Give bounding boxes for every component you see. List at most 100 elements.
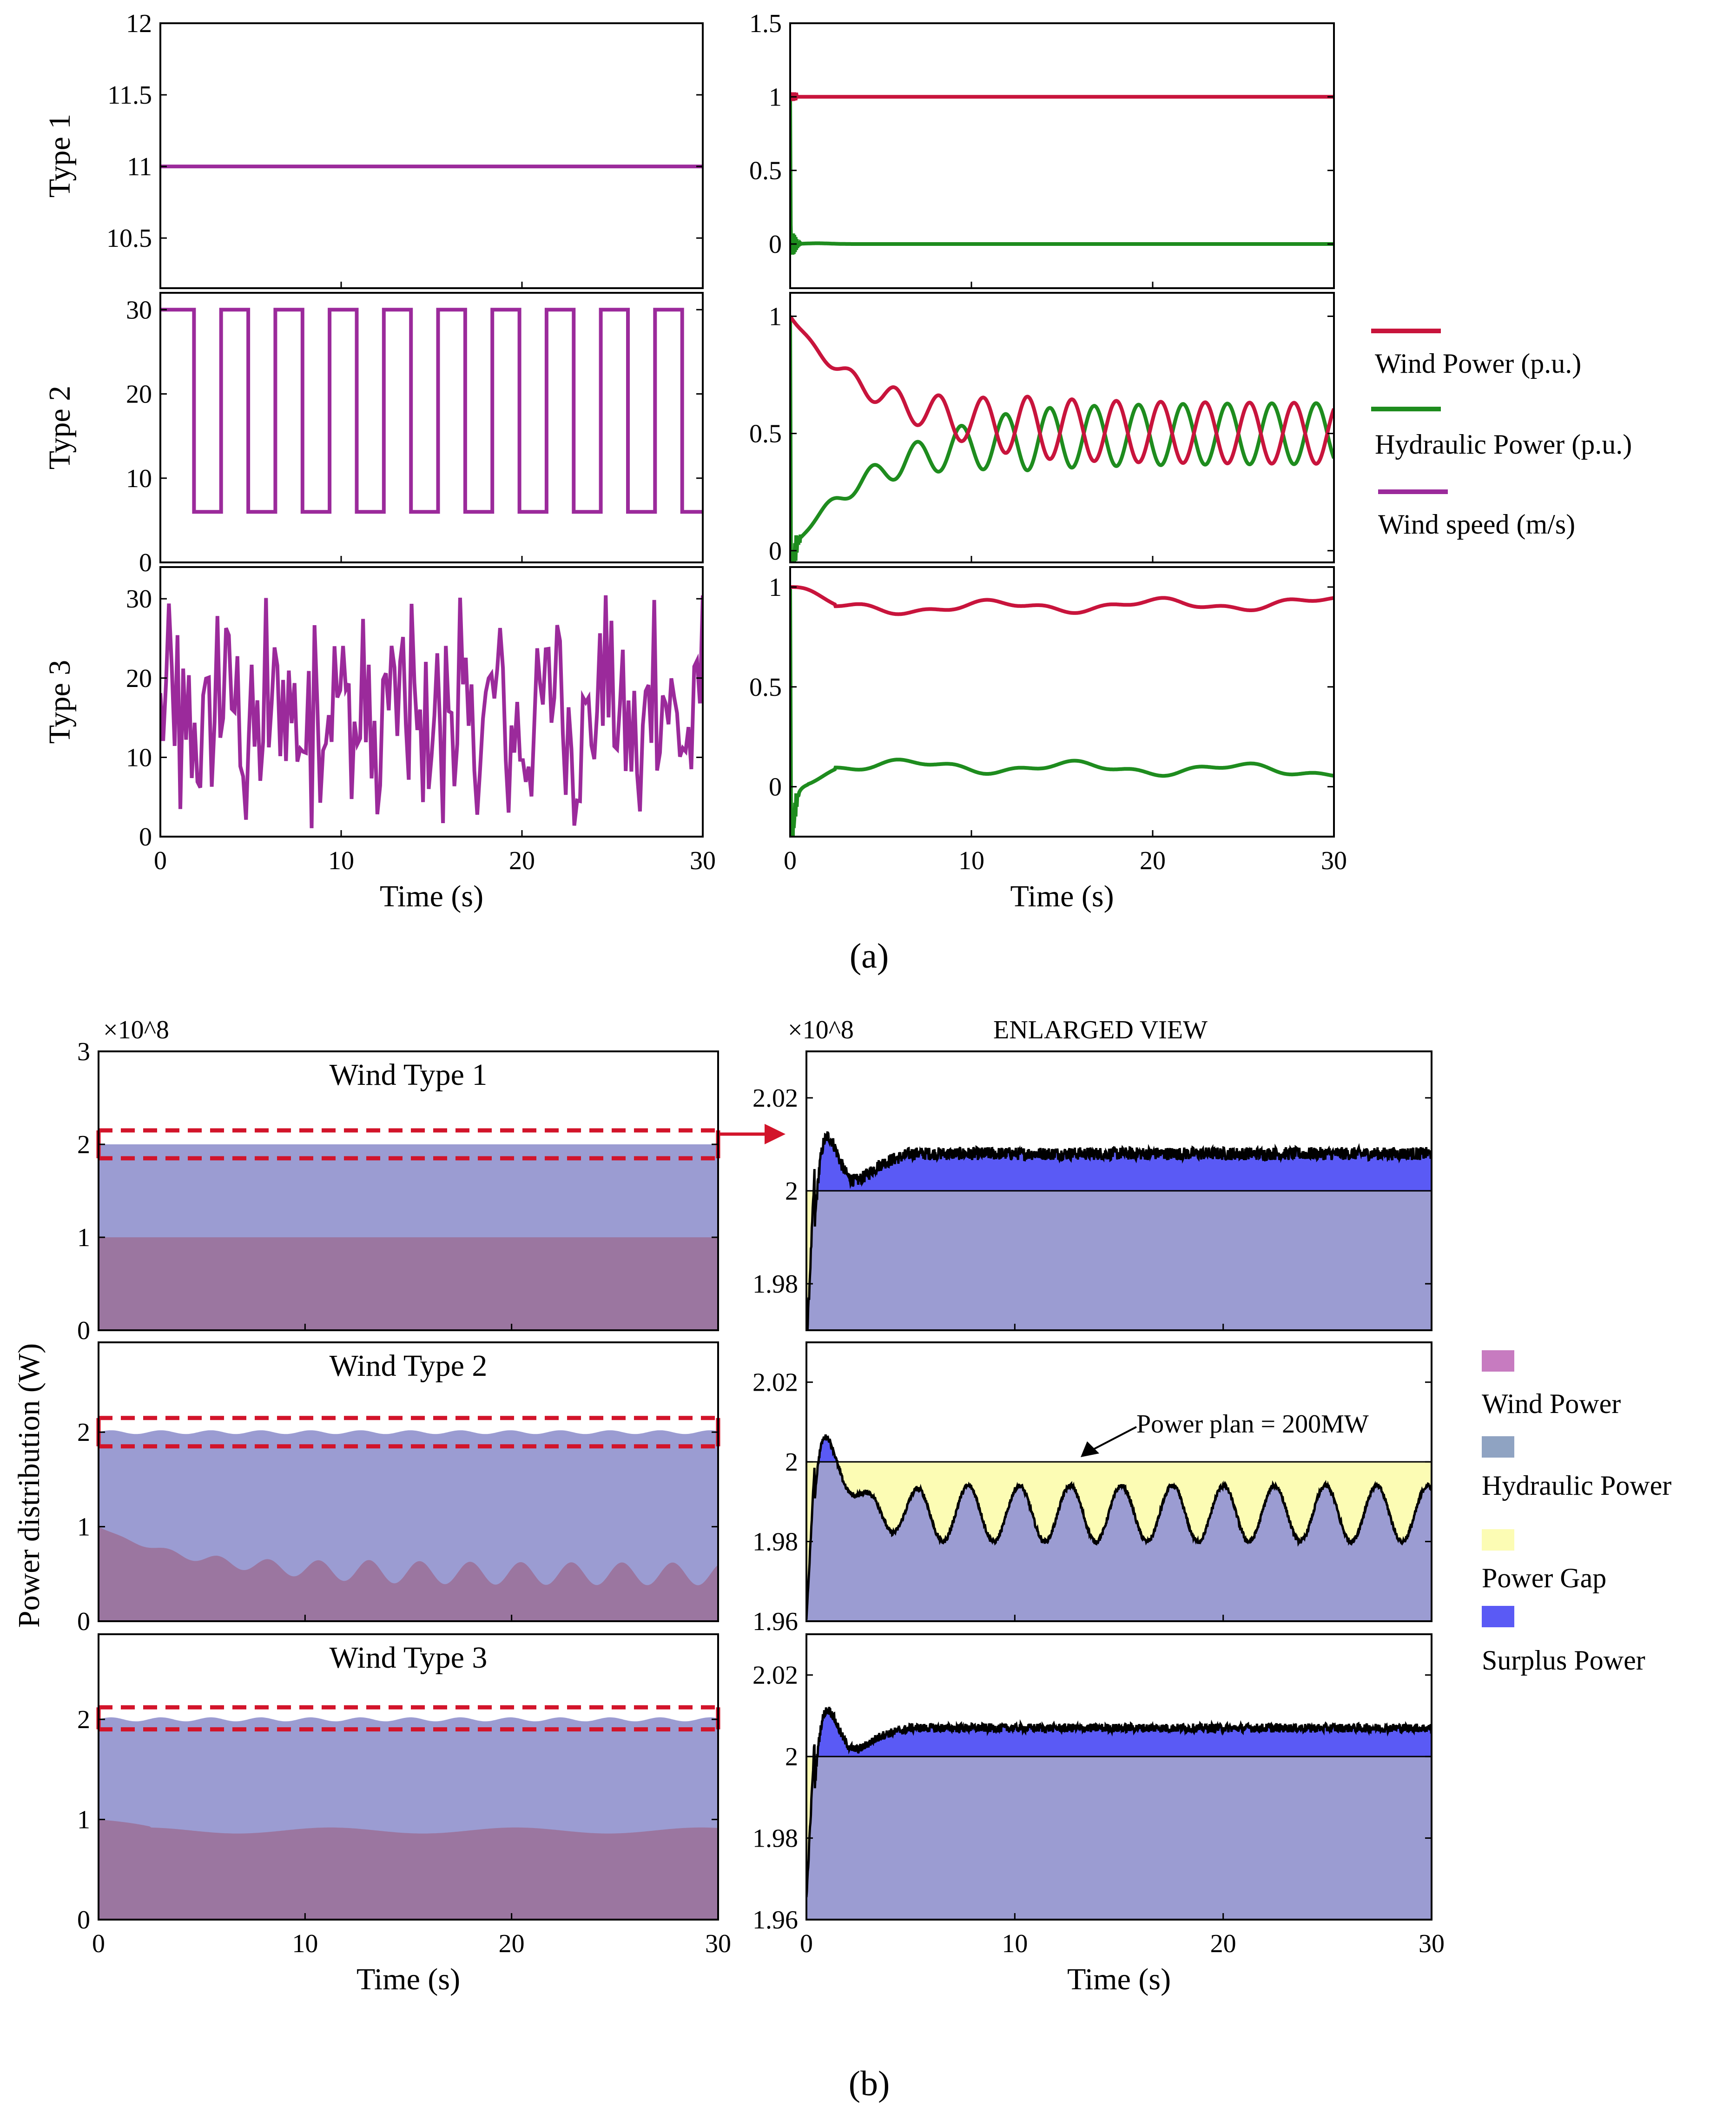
b_zoom_t2-area-hydraulic-under (806, 1462, 1432, 1621)
b_dist_t3-area-wind (99, 1819, 718, 1920)
b_dist_t1-ytick-label: 2 (77, 1130, 90, 1159)
a_power_t3-frame (789, 566, 1335, 838)
a_speed_t3-ytick-label: 20 (126, 664, 152, 693)
a_speed_t3: 0 10 20 30 0 10 20 30 Time (s) Type 3 (43, 566, 716, 913)
legend-b-label-wind-power: Wind Power (1482, 1388, 1621, 1419)
a_power_t2-series-wind-power (790, 315, 1334, 466)
b_zoom_t2-ytick-label: 2.02 (752, 1368, 798, 1397)
legend-a-label-hydraulic: Hydraulic Power (p.u.) (1375, 429, 1632, 460)
zoom-link-arrowhead (765, 1124, 785, 1144)
a_speed_t2-ytick-label: 0 (139, 548, 152, 577)
a_speed_t3-series-wind-speed (160, 595, 703, 828)
a_speed_t3-xtick-label: 0 (154, 846, 167, 875)
b_zoom_t1-ytick-label: 2.02 (752, 1084, 798, 1113)
legend-b-label-hydraulic: Hydraulic Power (1482, 1470, 1671, 1501)
b_zoom_t3-xlabel: Time (s) (1067, 1962, 1171, 1996)
caption-a: (a) (850, 937, 889, 976)
b_dist_t2: 0 1 2 Wind Type 2 (77, 1341, 720, 1636)
legend-b-swatch-hydraulic (1482, 1436, 1514, 1458)
a_speed_t3-row-label: Type 3 (43, 660, 77, 744)
a_power_t1-series-wind-power (790, 92, 1334, 101)
a_speed_t3-frame (159, 566, 704, 838)
a_speed_t2: 0 10 20 30 Type 2 (43, 292, 704, 577)
a_speed_t3-xtick-label: 10 (328, 846, 354, 875)
a_speed_t1: 10.5 11 11.5 12 Type 1 (43, 9, 704, 289)
a_speed_t2-series-wind-speed (160, 308, 703, 514)
b_zoom_t1-area-hydraulic-under (806, 1191, 1432, 1330)
a_power_t1-frame (789, 22, 1335, 289)
b_zoom_t2-ytick-label: 2 (785, 1448, 798, 1477)
a_power_t1: 0 0.5 1 1.5 (749, 9, 1335, 289)
a_power_t3-series-wind-power (790, 585, 1334, 616)
b_zoom_t3-frame (805, 1633, 1432, 1921)
a_speed_t1-ytick-label: 11 (127, 152, 152, 181)
a_power_t3-xtick-label: 10 (958, 846, 984, 875)
b_dist_t3-ylabel: Power distribution (W) (12, 1343, 46, 1628)
a_speed_t3-xtick-label: 20 (509, 846, 535, 875)
b_dist_t2-ytick-label: 1 (77, 1513, 90, 1542)
a_speed_t2-frame (159, 292, 704, 563)
legend-b: Wind Power Hydraulic Power Power Gap Sur… (1482, 1350, 1671, 1676)
a_speed_t1-ytick-label: 11.5 (107, 81, 152, 110)
b_dist_t3-xtick-label: 20 (499, 1929, 525, 1958)
a_power_t3-series-hydraulic (790, 587, 1334, 837)
a_speed_t1-frame (159, 22, 704, 289)
a_speed_t2-ytick-label: 30 (126, 296, 152, 324)
a_speed_t3-xtick-label: 30 (690, 846, 716, 875)
b_dist_t1-ytick-label: 3 (77, 1037, 90, 1066)
a_power_t2-frame (789, 292, 1335, 563)
b_dist_t2-ytick-label: 2 (77, 1418, 90, 1447)
b_dist_t3-xtick-label: 30 (705, 1929, 731, 1958)
a_speed_t3-ytick-label: 0 (139, 823, 152, 852)
legend-b-label-surplus: Surplus Power (1482, 1645, 1645, 1676)
a_speed_t1-row-label: Type 1 (43, 114, 77, 198)
a_speed_t2-ytick-label: 10 (126, 464, 152, 493)
b_zoom_t3-ytick-label: 1.98 (752, 1824, 798, 1853)
legend-b-swatch-surplus (1482, 1606, 1514, 1627)
b_dist_t1-multiplier: ×10^8 (103, 1016, 169, 1044)
a_speed_t2-ytick-label: 20 (126, 380, 152, 409)
b_zoom_t3-ytick-label: 2 (785, 1743, 798, 1771)
a_power_t3-ytick-label: 0.5 (749, 673, 782, 702)
b_zoom_t1-ytick-label: 1.98 (752, 1270, 798, 1299)
a_power_t2-series-hydraulic (790, 316, 1334, 562)
legend-a: Wind Power (p.u.) Hydraulic Power (p.u.)… (1371, 329, 1632, 540)
a_power_t2-ytick-label: 1 (769, 302, 782, 331)
b_dist_t3-title: Wind Type 3 (330, 1641, 488, 1675)
a_power_t1-ytick-label: 1.5 (749, 9, 782, 38)
b_dist_t3-xtick-label: 10 (292, 1929, 318, 1958)
a_power_t2-ytick-label: 0.5 (749, 420, 782, 449)
a_power_t3-xtick-label: 0 (784, 846, 797, 875)
a_speed_t3-ytick-label: 30 (126, 585, 152, 614)
a_speed_t1-ytick-label: 12 (126, 9, 152, 38)
a_power_t3-ytick-label: 0 (769, 773, 782, 802)
b_zoom_t3-ytick-label: 2.02 (752, 1661, 798, 1690)
b_dist_t3-ytick-label: 1 (77, 1806, 90, 1835)
b_zoom_t2-area-surplus (806, 1434, 1432, 1462)
a_power_t3-xlabel: Time (s) (1010, 879, 1114, 913)
b_zoom_t1: 1.98 2 2.02 ENLARGED VIEW ×10^8 (752, 1016, 1432, 1331)
legend-b-label-power-gap: Power Gap (1482, 1563, 1606, 1593)
b_zoom_t1-multiplier: ×10^8 (788, 1016, 854, 1044)
b_zoom_t2-ytick-label: 1.98 (752, 1528, 798, 1557)
power-plan-arrow (1089, 1426, 1137, 1452)
a_power_t3-ytick-label: 1 (769, 573, 782, 602)
a_power_t1-ytick-label: 0 (769, 230, 782, 259)
a_power_t3-xtick-label: 30 (1321, 846, 1347, 875)
power-plan-arrowhead (1081, 1441, 1099, 1457)
b_zoom_t2-area-power-gap (806, 1462, 1432, 1620)
a_power_t1-ytick-label: 0.5 (749, 157, 782, 185)
power-plan-annotation: Power plan = 200MW (1136, 1410, 1369, 1439)
a_power_t1-series-hydraulic (790, 97, 1334, 255)
a_speed_t3-xlabel: Time (s) (380, 879, 483, 913)
a_speed_t1-ytick-label: 10.5 (106, 224, 152, 253)
a_power_t3-xtick-label: 20 (1140, 846, 1166, 875)
b_zoom_t3-xtick-label: 30 (1419, 1929, 1445, 1958)
a_power_t2-ytick-label: 0 (769, 537, 782, 566)
b_zoom_t2: 1.96 1.98 2 2.02 Power plan = 200MW (752, 1341, 1432, 1636)
b_dist_t3-xlabel: Time (s) (356, 1962, 460, 1996)
b_zoom_t3-ytick-label: 1.96 (752, 1906, 798, 1934)
